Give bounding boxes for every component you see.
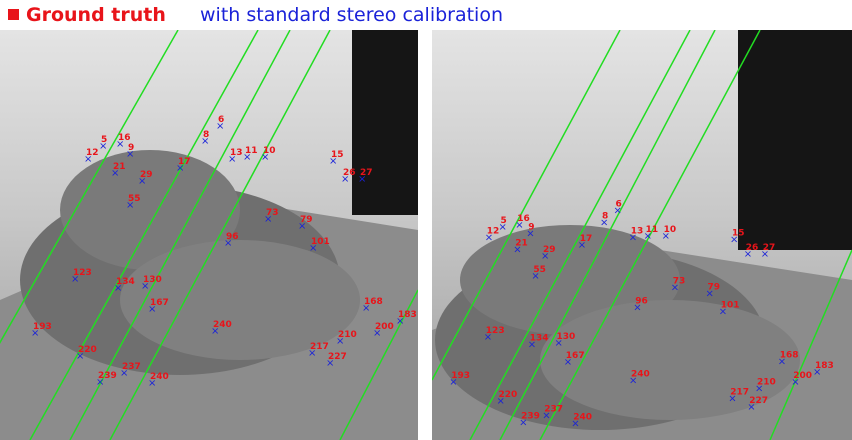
point-label: 240 [213,320,232,330]
point-label: 210 [338,330,357,340]
point-label: 8 [203,130,209,140]
point-label: 6 [616,199,622,209]
point-label: 15 [331,150,344,160]
point-label: 21 [515,238,528,248]
point-label: 11 [646,225,659,235]
point-label: 220 [499,390,518,400]
point-label: 5 [501,216,507,226]
point-label: 123 [73,268,92,278]
point-label: 73 [266,208,279,218]
point-label: 27 [763,243,776,253]
point-label: 220 [78,345,97,355]
point-label: 183 [815,361,834,371]
point-label: 10 [664,225,677,235]
point-label: 134 [530,334,549,344]
slide: Ground truth with standard stereo calibr… [0,0,852,440]
point-label: 101 [311,237,330,247]
point-label: 210 [757,378,776,388]
point-label: 16 [118,133,131,143]
title: Ground truth [26,4,166,26]
point-label: 12 [86,148,99,158]
point-label: 17 [580,234,593,244]
point-label: 5 [101,135,107,145]
point-label: 200 [793,371,812,381]
point-label: 237 [122,362,141,372]
point-label: 79 [708,282,721,292]
point-label: 168 [364,297,383,307]
point-label: 26 [746,243,759,253]
point-label: 239 [521,412,540,422]
point-label: 73 [673,276,686,286]
point-label: 26 [343,168,356,178]
point-label: 8 [602,212,608,222]
point-label: 240 [631,369,650,379]
subtitle: with standard stereo calibration [200,4,503,26]
point-label: 96 [635,296,648,306]
point-label: 79 [300,215,313,225]
point-label: 15 [732,228,745,238]
point-label: 168 [780,350,799,360]
point-label: 217 [730,388,749,398]
point-label: 27 [360,168,373,178]
point-label: 167 [150,298,169,308]
point-label: 237 [544,404,563,414]
point-label: 134 [116,277,135,287]
point-label: 9 [128,143,134,153]
point-label: 55 [128,194,141,204]
point-label: 17 [178,157,191,167]
point-label: 130 [557,332,576,342]
point-label: 227 [749,396,768,406]
point-label: 101 [721,301,740,311]
point-label: 123 [486,326,505,336]
point-label: 200 [375,322,394,332]
point-label: 21 [113,162,126,172]
title-marker [8,9,19,20]
point-label: 29 [543,245,556,255]
left-image [0,30,418,440]
point-label: 9 [528,222,534,232]
point-label: 130 [143,275,162,285]
point-label: 193 [451,371,470,381]
point-label: 239 [98,371,117,381]
point-label: 240 [150,372,169,382]
point-label: 183 [398,310,417,320]
point-label: 13 [631,227,644,237]
point-label: 217 [310,342,329,352]
point-label: 193 [33,322,52,332]
point-label: 12 [487,227,500,237]
point-label: 96 [226,232,239,242]
point-label: 55 [533,265,546,275]
point-label: 11 [245,146,258,156]
point-label: 167 [566,351,585,361]
point-label: 13 [230,148,243,158]
point-label: 10 [263,146,276,156]
point-label: 227 [328,352,347,362]
point-label: 29 [140,170,153,180]
point-label: 6 [218,115,224,125]
point-label: 240 [573,413,592,423]
